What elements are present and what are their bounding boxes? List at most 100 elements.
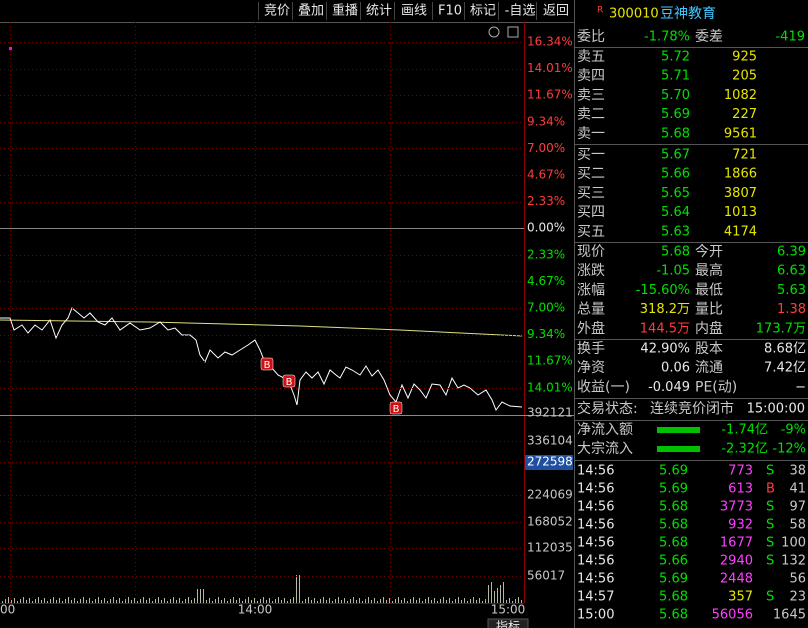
tick-side: S <box>766 464 774 479</box>
trade-marker <box>282 374 296 388</box>
stat-label: 今开 <box>695 244 723 260</box>
level-volume: 227 <box>732 107 757 122</box>
stat-value: -15.60% <box>636 283 690 298</box>
stat-label: 收益(一) <box>577 379 630 395</box>
flow-pct: -9% <box>781 423 806 438</box>
stat-value: 7.42亿 <box>764 361 806 376</box>
average-line <box>0 319 523 337</box>
price-axis-label: 7.00% <box>527 301 565 315</box>
toolbar-button[interactable]: 返回 <box>543 4 569 19</box>
toolbar-button[interactable]: 重播 <box>332 3 358 19</box>
tick-side: S <box>766 590 774 605</box>
tick-price: 5.68 <box>659 500 688 515</box>
level-label: 买一 <box>577 147 605 163</box>
price-axis-label: 9.34% <box>527 114 565 128</box>
status-time: 15:00:00 <box>747 402 805 417</box>
stat-value: -0.049 <box>648 380 690 395</box>
level-volume: 1013 <box>724 205 757 220</box>
tick-time: 14:56 <box>577 500 614 515</box>
volume-axis-label: 168052 <box>527 515 573 529</box>
level-price: 5.68 <box>661 126 690 141</box>
tick-side: B <box>766 482 775 497</box>
level-price: 5.63 <box>661 224 690 239</box>
tick-side: S <box>766 536 774 551</box>
stat-value: 5.68 <box>661 245 690 260</box>
level-volume: 205 <box>732 69 757 84</box>
tick-count: 58 <box>789 518 806 533</box>
level-volume: 925 <box>732 50 757 65</box>
tick-count: 100 <box>781 536 806 551</box>
flow-label: 大宗流入 <box>577 441 633 457</box>
stat-value: 42.90% <box>640 342 690 357</box>
tick-side: S <box>766 554 774 569</box>
toolbar-button[interactable]: F10 <box>438 4 462 19</box>
stat-label: 换手 <box>577 340 605 357</box>
toolbar-button[interactable]: 统计 <box>366 4 392 19</box>
price-axis-label: 4.67% <box>527 168 565 182</box>
flow-label: 净流入额 <box>577 422 633 438</box>
tick-count: 23 <box>789 590 806 605</box>
tick-price: 5.69 <box>659 464 688 479</box>
stat-label: 外盘 <box>577 320 605 337</box>
tick-count: 1645 <box>773 608 806 623</box>
bottom-tab-label[interactable]: 指标 <box>496 619 520 628</box>
v-grid <box>10 22 391 603</box>
quote-flag: R <box>597 6 603 16</box>
level-price: 5.69 <box>661 107 690 122</box>
toolbar-button[interactable]: 画线 <box>401 4 427 19</box>
stat-label: 总量 <box>577 302 605 318</box>
tick-price: 5.68 <box>659 536 688 551</box>
stat-value: 6.63 <box>777 264 806 279</box>
icon-menu[interactable] <box>507 26 519 38</box>
flow-value: -1.74亿 <box>721 423 768 438</box>
level-label: 卖三 <box>577 87 605 103</box>
flow-value: -2.32亿 <box>721 442 768 457</box>
price-axis-label: 11.67% <box>527 354 573 368</box>
time-label: 00 <box>0 603 15 617</box>
label-highlight <box>525 455 573 470</box>
quote-name: 豆神教育 <box>660 6 716 22</box>
tick-volume: 357 <box>728 590 753 605</box>
chart-frame <box>0 0 575 628</box>
volume-axis-label: 112035 <box>527 541 573 555</box>
level-volume: 721 <box>732 148 757 163</box>
icon-zoom[interactable] <box>488 26 500 38</box>
status-label: 交易状态: <box>577 400 638 417</box>
level-price: 5.67 <box>661 148 690 163</box>
stat-label: 股本 <box>695 341 723 357</box>
stat-value: 173.7万 <box>756 321 806 336</box>
tick-price: 5.68 <box>659 518 688 533</box>
toolbar-button[interactable]: 叠加 <box>298 4 324 19</box>
dot <box>9 47 12 50</box>
stat-label: 涨跌 <box>577 263 605 279</box>
level-label: 买三 <box>577 185 605 201</box>
tick-time: 14:56 <box>577 554 614 569</box>
level-label: 卖二 <box>577 107 605 123</box>
price-axis-label: 2.33% <box>527 247 565 261</box>
flow-pct: -12% <box>772 442 806 457</box>
row-label: 委差 <box>695 29 723 45</box>
level-volume: 9561 <box>724 126 757 141</box>
level-volume: 3807 <box>724 186 757 201</box>
tick-count: 38 <box>789 464 806 479</box>
stat-value: -1.05 <box>656 264 690 279</box>
toolbar-button[interactable]: 标记 <box>470 4 496 19</box>
tick-volume: 932 <box>728 518 753 533</box>
tick-time: 14:56 <box>577 572 614 587</box>
toolbar-button[interactable]: 竞价 <box>264 3 290 19</box>
level-price: 5.66 <box>661 167 690 182</box>
level-volume: 4174 <box>724 224 757 239</box>
stat-value: 8.68亿 <box>764 342 806 357</box>
level-price: 5.65 <box>661 186 690 201</box>
level-label: 买四 <box>577 205 605 221</box>
tick-volume: 1677 <box>720 536 753 551</box>
stat-label: 最低 <box>695 282 723 298</box>
ratio-diff: -419 <box>775 30 805 45</box>
toolbar-button[interactable]: -自选 <box>505 4 536 19</box>
level-volume: 1082 <box>724 88 757 103</box>
price-axis-label: 2.33% <box>527 194 565 208</box>
tick-time: 14:56 <box>577 464 614 479</box>
tick-price: 5.66 <box>659 554 688 569</box>
